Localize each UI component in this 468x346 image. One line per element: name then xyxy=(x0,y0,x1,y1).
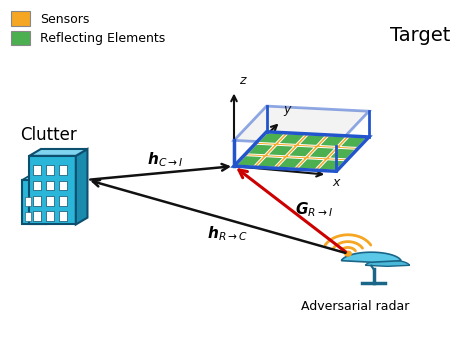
Polygon shape xyxy=(341,252,401,262)
Bar xyxy=(25,212,31,221)
Polygon shape xyxy=(29,156,76,225)
Text: $\boldsymbol{h}_{R\rightarrow C}$: $\boldsymbol{h}_{R\rightarrow C}$ xyxy=(206,225,248,243)
Polygon shape xyxy=(278,158,304,168)
Text: Clutter: Clutter xyxy=(20,126,77,144)
Polygon shape xyxy=(329,148,356,159)
Polygon shape xyxy=(76,149,88,225)
Polygon shape xyxy=(22,180,45,225)
Polygon shape xyxy=(258,133,285,143)
Bar xyxy=(59,196,67,206)
Legend: Sensors, Reflecting Elements: Sensors, Reflecting Elements xyxy=(7,8,169,49)
Polygon shape xyxy=(234,106,369,146)
Polygon shape xyxy=(248,144,274,155)
Bar xyxy=(59,165,67,175)
Text: $x$: $x$ xyxy=(332,176,342,189)
Bar xyxy=(46,181,54,190)
Polygon shape xyxy=(22,174,55,180)
Polygon shape xyxy=(298,159,324,169)
Bar xyxy=(33,165,41,175)
Bar xyxy=(46,165,54,175)
Polygon shape xyxy=(257,157,283,167)
Polygon shape xyxy=(278,134,305,144)
Bar xyxy=(35,197,41,206)
Bar xyxy=(59,211,67,221)
Polygon shape xyxy=(236,156,263,166)
Bar xyxy=(25,197,31,206)
Text: $z$: $z$ xyxy=(239,74,248,87)
Polygon shape xyxy=(309,147,335,158)
Polygon shape xyxy=(29,149,88,156)
Text: Adversarial radar: Adversarial radar xyxy=(301,300,409,313)
Bar xyxy=(33,211,41,221)
Polygon shape xyxy=(340,137,366,147)
Text: Target: Target xyxy=(390,26,450,45)
Polygon shape xyxy=(318,160,345,170)
Text: $\boldsymbol{h}_{C\rightarrow I}$: $\boldsymbol{h}_{C\rightarrow I}$ xyxy=(147,150,183,169)
Bar xyxy=(46,196,54,206)
Bar xyxy=(33,181,41,190)
Text: $\boldsymbol{G}_{R\rightarrow I}$: $\boldsymbol{G}_{R\rightarrow I}$ xyxy=(295,201,333,219)
Polygon shape xyxy=(299,135,325,145)
Polygon shape xyxy=(366,260,410,266)
Bar xyxy=(59,181,67,190)
Polygon shape xyxy=(288,146,314,157)
Text: $y$: $y$ xyxy=(283,104,292,118)
Polygon shape xyxy=(234,132,369,171)
Circle shape xyxy=(345,251,351,256)
Bar xyxy=(46,211,54,221)
Polygon shape xyxy=(45,174,55,225)
Bar xyxy=(33,196,41,206)
Bar xyxy=(35,212,41,221)
Polygon shape xyxy=(320,136,346,146)
Polygon shape xyxy=(268,145,294,156)
